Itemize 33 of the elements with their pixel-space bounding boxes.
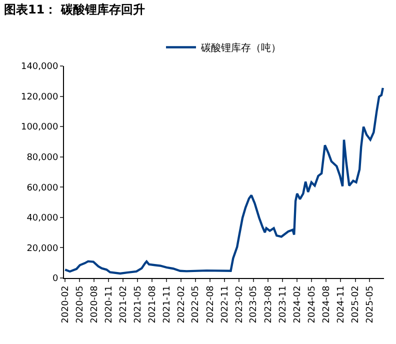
- y-tick-label: 0: [52, 274, 58, 284]
- x-tick-label: 2023-08: [264, 285, 274, 324]
- chart-title: 图表11： 碳酸锂库存回升: [4, 2, 145, 17]
- x-tick-label: 2025-02: [351, 286, 362, 324]
- y-tick-label: 40,000: [26, 214, 58, 224]
- x-tick-label: 2020-05: [75, 286, 86, 324]
- x-tick-label: 2021-08: [148, 285, 158, 324]
- x-tick-label: 2020-02: [61, 286, 72, 324]
- y-tick-label: 100,000: [20, 122, 58, 133]
- line-series: [64, 86, 384, 275]
- x-tick-label: 2024-02: [293, 286, 304, 324]
- x-tick-label: 2024-05: [307, 286, 318, 324]
- y-tick-label: 140,000: [20, 62, 58, 72]
- x-tick-label: 2022-11: [220, 286, 230, 324]
- y-tick-label: 20,000: [26, 244, 58, 254]
- y-tick-label: 80,000: [26, 153, 58, 164]
- y-tick-label: 120,000: [20, 92, 58, 102]
- x-tick-label: 2021-02: [119, 286, 130, 324]
- legend-label: 碳酸锂库存（吨）: [200, 42, 281, 54]
- x-tick-label: 2022-05: [191, 286, 202, 324]
- x-tick-label: 2023-02: [235, 286, 246, 324]
- x-tick-label: 2020-08: [90, 285, 100, 324]
- x-tick-label: 2023-11: [278, 286, 288, 324]
- x-tick-label: 2021-11: [162, 286, 173, 324]
- x-tick-label: 2022-08: [206, 285, 216, 324]
- x-tick-label: 2021-05: [133, 286, 144, 324]
- x-tick-label: 2020-11: [104, 286, 115, 324]
- y-tick-label: 60,000: [26, 183, 58, 194]
- x-tick-label: 2022-02: [177, 286, 188, 324]
- x-tick-label: 2024-11: [336, 286, 347, 324]
- x-tick-label: 2025-05: [365, 286, 376, 324]
- x-tick-label: 2023-05: [249, 286, 260, 324]
- x-tick-label: 2024-08: [322, 285, 332, 324]
